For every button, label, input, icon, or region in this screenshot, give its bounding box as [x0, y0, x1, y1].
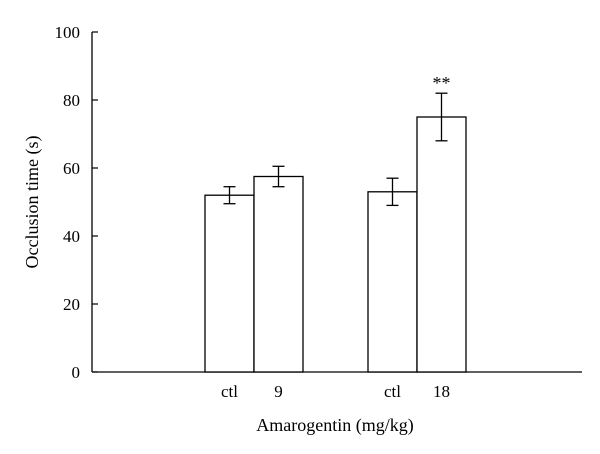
bar	[204, 194, 255, 373]
x-tick-label: ctl	[221, 382, 238, 401]
y-tick-label: 100	[55, 23, 81, 42]
y-axis: 0 20 40 60 80 100	[55, 23, 98, 382]
y-tick-label: 40	[63, 227, 80, 246]
x-tick-label: 9	[274, 382, 283, 401]
x-axis-title: Amarogentin (mg/kg)	[256, 415, 413, 436]
bars	[204, 92, 467, 373]
x-tick-label: 18	[433, 382, 450, 401]
bar	[416, 116, 467, 373]
bar	[253, 175, 304, 373]
y-tick-label: 60	[63, 159, 80, 178]
x-tick-label: ctl	[384, 382, 401, 401]
y-tick-label: 80	[63, 91, 80, 110]
tick-labels: ctl 9 ctl 18 **	[221, 73, 451, 401]
y-axis-title: Occlusion time (s)	[22, 136, 43, 269]
y-tick-label: 0	[72, 363, 81, 382]
significance-annotation: **	[433, 73, 451, 93]
bar	[367, 191, 418, 373]
y-tick-label: 20	[63, 295, 80, 314]
